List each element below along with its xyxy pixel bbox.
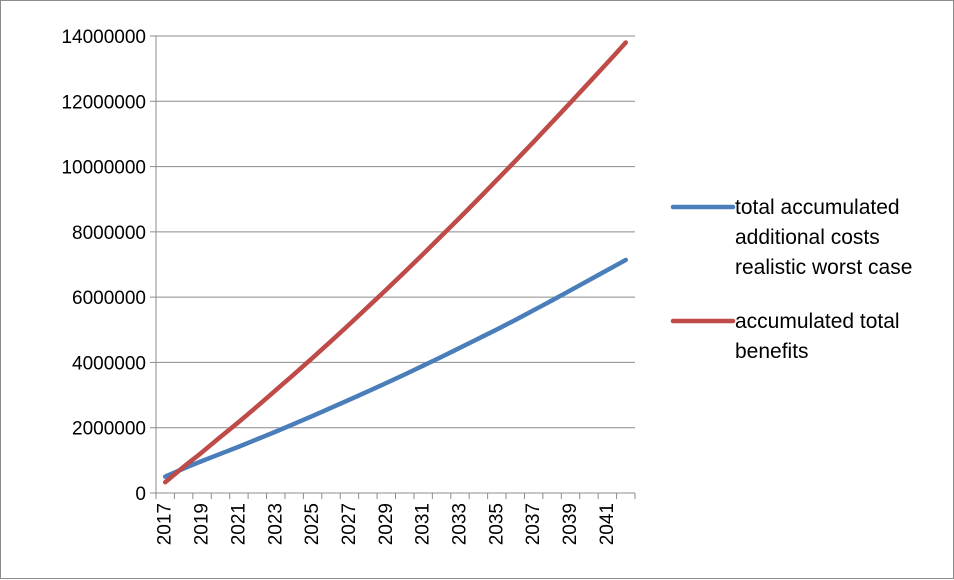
x-tick-label: 2037 (523, 503, 544, 545)
series-line-1 (162, 257, 629, 479)
x-tick-label: 2021 (228, 503, 249, 545)
x-tick-label: 2029 (376, 503, 397, 545)
x-tick-label: 2033 (449, 503, 470, 545)
legend-label-1: additional costs (735, 226, 880, 249)
legend-label-1: total accumulated (735, 196, 900, 219)
legend-label-1: realistic worst case (735, 256, 912, 279)
x-tick-label: 2035 (486, 503, 507, 545)
x-axis-ticks: 2017 2019 2021 2023 2025 2027 2029 2031 2033 2035… (155, 493, 636, 545)
y-tick-label: 0 (135, 484, 146, 505)
y-tick-label: 10000000 (61, 158, 146, 179)
legend-label-2: accumulated total (735, 310, 900, 333)
series-lines (162, 40, 629, 485)
gridlines (156, 35, 635, 429)
x-tick-label: 2023 (265, 503, 286, 545)
series-line-2 (162, 40, 629, 485)
x-tick-label: 2025 (302, 503, 323, 545)
x-tick-label: 2019 (192, 503, 213, 545)
y-axis-ticks: 0 2000000 4000000 6000000 8000000 10000000 120… (61, 27, 156, 505)
x-tick-label: 2041 (597, 503, 618, 545)
x-tick-label: 2031 (413, 503, 434, 545)
y-tick-label: 14000000 (61, 27, 146, 48)
x-tick-label: 2017 (155, 503, 176, 545)
x-tick-label: 2039 (560, 503, 581, 545)
y-tick-label: 12000000 (61, 92, 146, 113)
y-tick-label: 4000000 (72, 353, 146, 374)
x-tick-label: 2027 (339, 503, 360, 545)
axes (155, 36, 635, 494)
y-tick-label: 6000000 (72, 288, 146, 309)
y-tick-label: 2000000 (72, 419, 146, 440)
y-tick-label: 8000000 (72, 223, 146, 244)
legend-label-2: benefits (735, 340, 809, 363)
legend: total accumulated additional costs realist… (670, 196, 912, 363)
